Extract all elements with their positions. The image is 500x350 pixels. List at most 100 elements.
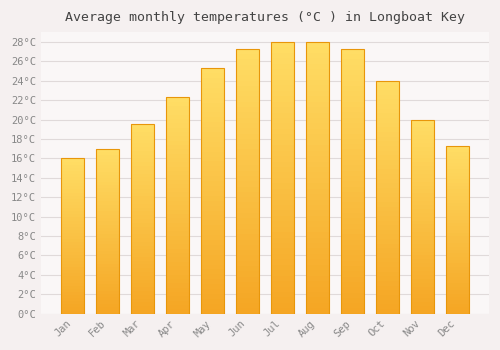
Bar — [376, 113, 398, 118]
Bar — [201, 289, 224, 294]
Bar — [341, 271, 363, 276]
Bar — [446, 284, 468, 287]
Bar — [411, 162, 434, 166]
Bar — [411, 147, 434, 150]
Bar — [446, 280, 468, 284]
Bar — [446, 176, 468, 179]
Bar — [341, 165, 363, 170]
Bar — [62, 174, 84, 177]
Bar — [411, 209, 434, 213]
Bar — [376, 169, 398, 174]
Bar — [271, 58, 294, 64]
Bar — [131, 284, 154, 287]
Bar — [236, 192, 259, 197]
Bar — [271, 205, 294, 210]
Bar — [96, 278, 119, 281]
Bar — [96, 185, 119, 188]
Bar — [131, 265, 154, 268]
Bar — [201, 156, 224, 161]
Bar — [411, 290, 434, 294]
Bar — [62, 264, 84, 267]
Bar — [131, 185, 154, 189]
Bar — [62, 159, 84, 314]
Bar — [131, 238, 154, 242]
Bar — [201, 127, 224, 132]
Bar — [201, 265, 224, 270]
Bar — [271, 96, 294, 102]
Bar — [131, 219, 154, 223]
Bar — [341, 49, 363, 54]
Bar — [306, 75, 328, 80]
Bar — [166, 158, 189, 162]
Bar — [411, 143, 434, 147]
Bar — [376, 281, 398, 286]
Bar — [131, 230, 154, 234]
Bar — [376, 99, 398, 104]
Bar — [131, 128, 154, 132]
Bar — [131, 204, 154, 208]
Bar — [341, 91, 363, 96]
Bar — [411, 259, 434, 263]
Bar — [411, 201, 434, 205]
Bar — [62, 164, 84, 168]
Bar — [201, 284, 224, 289]
Bar — [411, 120, 434, 314]
Bar — [306, 124, 328, 129]
Bar — [96, 297, 119, 301]
Bar — [341, 139, 363, 144]
Bar — [341, 181, 363, 187]
Bar — [446, 196, 468, 200]
Bar — [166, 257, 189, 262]
Bar — [236, 208, 259, 213]
Bar — [306, 221, 328, 227]
Bar — [62, 193, 84, 196]
Bar — [446, 260, 468, 263]
Bar — [271, 161, 294, 167]
Bar — [166, 284, 189, 288]
Bar — [236, 224, 259, 229]
Bar — [131, 223, 154, 227]
Bar — [341, 303, 363, 308]
Bar — [341, 54, 363, 59]
Bar — [236, 139, 259, 144]
Bar — [131, 261, 154, 265]
Bar — [236, 133, 259, 139]
Bar — [62, 273, 84, 276]
Bar — [411, 124, 434, 127]
Bar — [96, 294, 119, 297]
Bar — [131, 181, 154, 185]
Bar — [376, 248, 398, 253]
Bar — [166, 154, 189, 158]
Bar — [306, 210, 328, 216]
Bar — [411, 131, 434, 135]
Bar — [376, 300, 398, 304]
Bar — [341, 197, 363, 202]
Bar — [62, 168, 84, 171]
Bar — [306, 129, 328, 134]
Bar — [446, 310, 468, 314]
Title: Average monthly temperatures (°C ) in Longboat Key: Average monthly temperatures (°C ) in Lo… — [65, 11, 465, 24]
Bar — [62, 161, 84, 164]
Bar — [236, 128, 259, 133]
Bar — [411, 174, 434, 178]
Bar — [306, 216, 328, 221]
Bar — [376, 160, 398, 164]
Bar — [376, 220, 398, 225]
Bar — [376, 244, 398, 248]
Bar — [306, 64, 328, 69]
Bar — [376, 155, 398, 160]
Bar — [96, 205, 119, 208]
Bar — [131, 276, 154, 280]
Bar — [446, 173, 468, 176]
Bar — [201, 147, 224, 152]
Bar — [131, 253, 154, 257]
Bar — [411, 224, 434, 228]
Bar — [236, 144, 259, 149]
Bar — [166, 266, 189, 271]
Bar — [446, 186, 468, 189]
Bar — [271, 69, 294, 75]
Bar — [62, 245, 84, 248]
Bar — [166, 106, 189, 110]
Bar — [96, 149, 119, 314]
Bar — [96, 155, 119, 159]
